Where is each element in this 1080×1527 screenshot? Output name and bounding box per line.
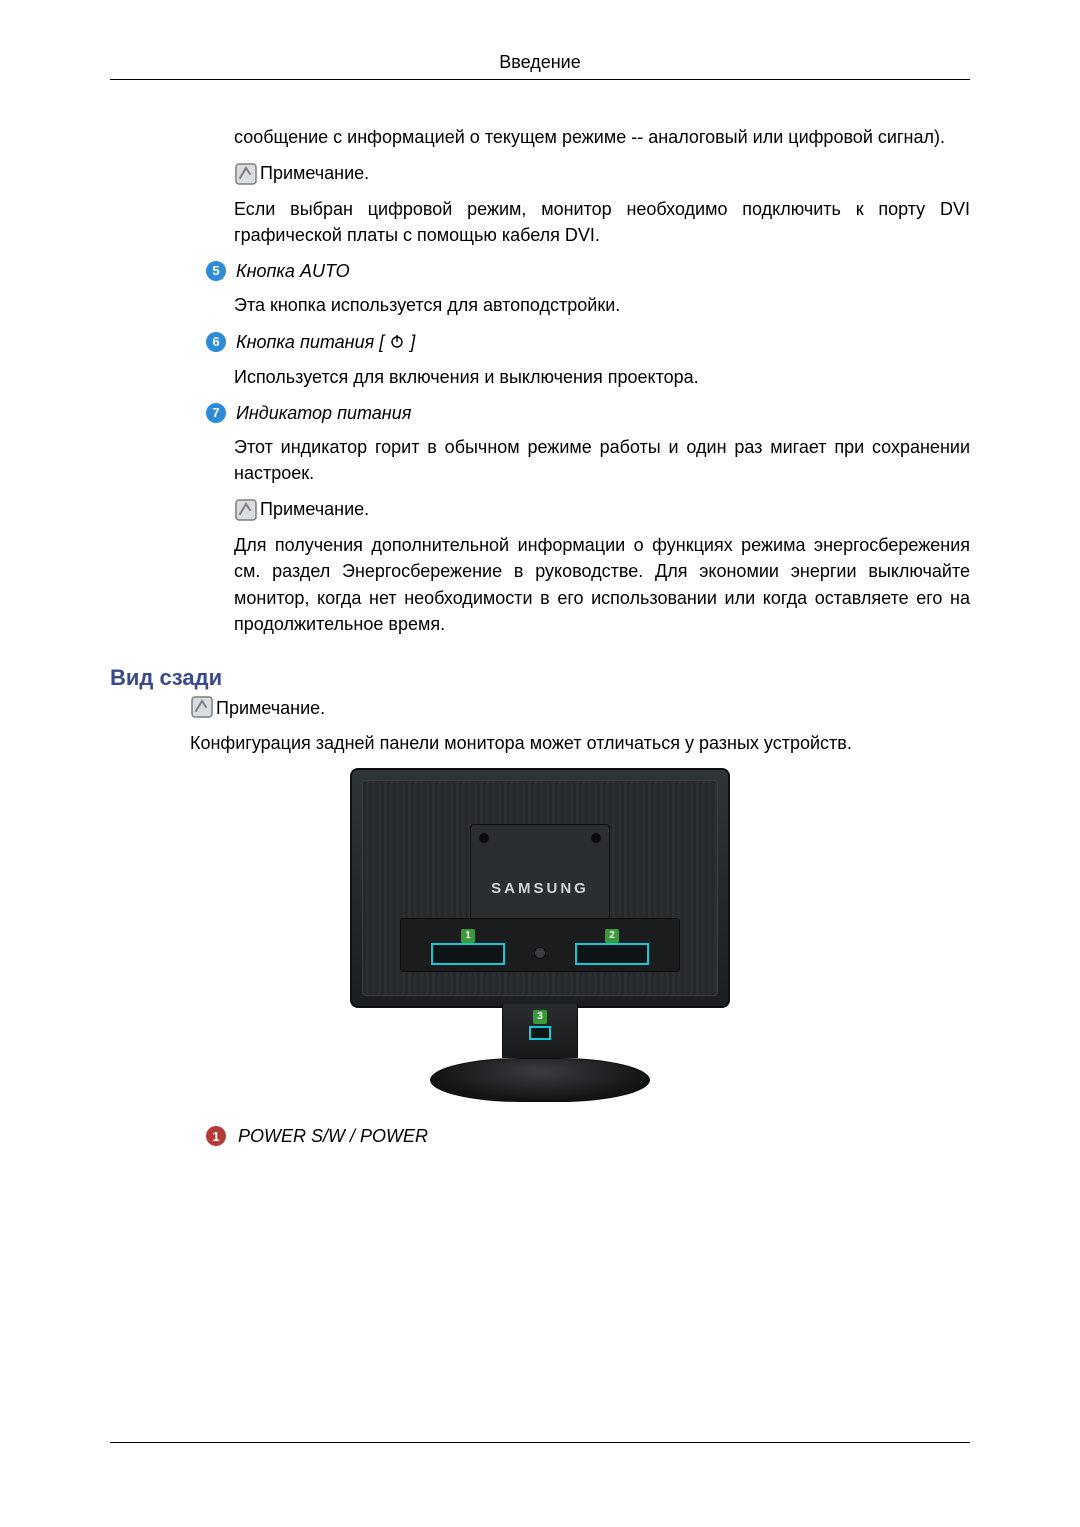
item-5-title: Кнопка AUTO — [236, 258, 350, 284]
item-7-note-body: Для получения дополнительной информации … — [234, 532, 970, 636]
port-1: 1 — [431, 943, 505, 965]
item-5-header: 5 Кнопка AUTO — [206, 258, 970, 284]
rear-item-1-title: POWER S/W / POWER — [238, 1126, 428, 1147]
item-6-header: 6 Кнопка питания [ ] — [206, 329, 970, 356]
badge-5: 5 — [206, 261, 226, 281]
ports-bar: 1 2 — [400, 918, 680, 972]
power-icon — [389, 330, 405, 356]
intro-note-body: Если выбран цифровой режим, монитор необ… — [234, 196, 970, 248]
item-7-note-row: Примечание. — [234, 496, 970, 522]
item-6-body: Используется для включения и выключения … — [234, 364, 970, 390]
page: Введение сообщение с информацией о текущ… — [0, 0, 1080, 1527]
rear-note-label: Примечание. — [216, 698, 325, 719]
item-7-title: Индикатор питания — [236, 400, 411, 426]
vesa-hole — [591, 833, 601, 843]
main-content: сообщение с информацией о текущем режиме… — [234, 124, 970, 637]
intro-continuation: сообщение с информацией о текущем режиме… — [234, 124, 970, 150]
item-6-title-prefix: Кнопка питания [ — [236, 332, 384, 352]
monitor-brand: SAMSUNG — [491, 880, 589, 897]
port-2-label: 2 — [605, 929, 619, 943]
rear-note-row: Примечание. — [190, 695, 970, 719]
item-6-title: Кнопка питания [ ] — [236, 329, 415, 356]
item-7-body: Этот индикатор горит в обычном режиме ра… — [234, 434, 970, 486]
port-2: 2 — [575, 943, 649, 965]
port-3-label: 3 — [533, 1010, 547, 1024]
item-7-header: 7 Индикатор питания — [206, 400, 970, 426]
page-header-text: Введение — [499, 52, 581, 72]
rear-heading: Вид сзади — [110, 665, 970, 691]
vesa-hole — [479, 833, 489, 843]
kensington-lock — [529, 1026, 551, 1040]
screw — [534, 947, 546, 959]
note-icon — [234, 498, 258, 522]
intro-note-row: Примечание. — [234, 160, 970, 186]
monitor-illustration: SAMSUNG 1 2 3 — [110, 768, 970, 1102]
rear-config-text: Конфигурация задней панели монитора може… — [190, 733, 970, 754]
rear-item-1: 1 POWER S/W / POWER — [206, 1126, 970, 1147]
port-1-label: 1 — [461, 929, 475, 943]
footer-rule — [110, 1442, 970, 1443]
monitor-neck: 3 — [502, 1004, 578, 1058]
note-icon — [234, 162, 258, 186]
monitor: SAMSUNG 1 2 3 — [350, 768, 730, 1102]
rear-note-block: Примечание. — [190, 695, 970, 719]
badge-6: 6 — [206, 332, 226, 352]
monitor-bezel: SAMSUNG 1 2 — [350, 768, 730, 1008]
badge-7: 7 — [206, 403, 226, 423]
item-6-title-suffix: ] — [410, 332, 415, 352]
item-5-body: Эта кнопка используется для автоподстрой… — [234, 292, 970, 318]
intro-note-label: Примечание. — [260, 160, 369, 186]
note-icon — [190, 695, 214, 719]
badge-rear-1: 1 — [206, 1126, 226, 1146]
page-header: Введение — [110, 52, 970, 80]
item-7-note-label: Примечание. — [260, 496, 369, 522]
monitor-base — [430, 1058, 650, 1102]
